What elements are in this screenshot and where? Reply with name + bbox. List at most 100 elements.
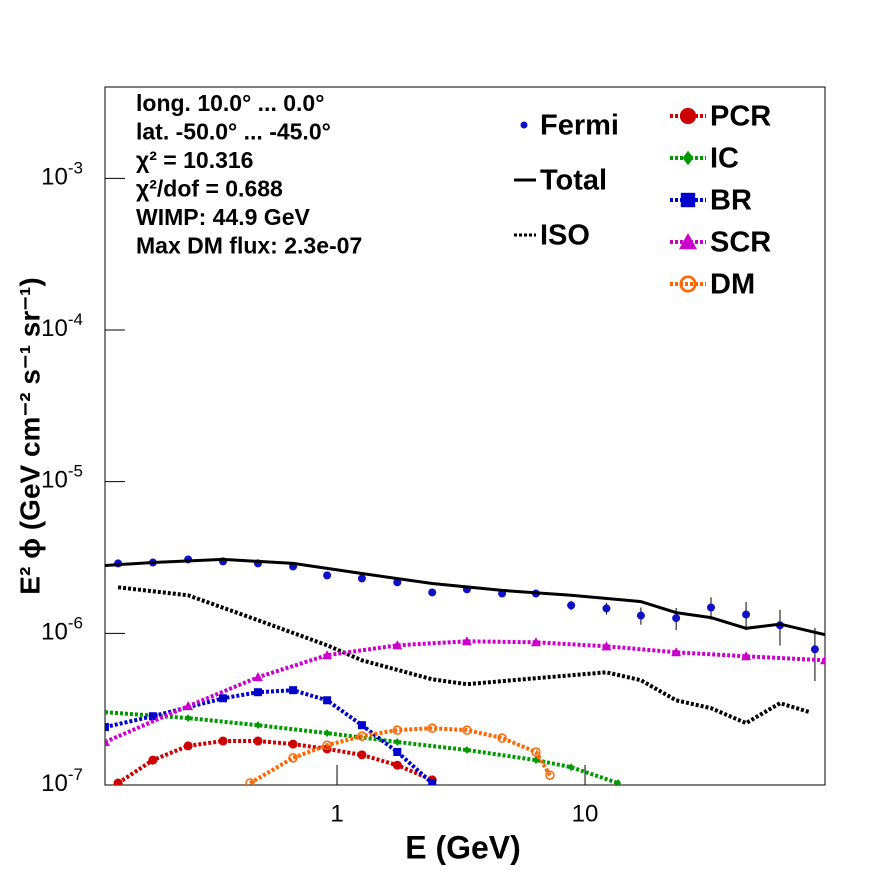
- y-tick-exponent: -3: [68, 159, 83, 178]
- data-point: [183, 741, 193, 751]
- data-point: [545, 770, 555, 780]
- y-tick-label: 10-7: [41, 765, 83, 797]
- annotation: χ²/dof = 0.688: [136, 176, 283, 202]
- x-axis-label: E (GeV): [405, 829, 521, 865]
- data-point: [393, 748, 402, 757]
- data-point: [105, 723, 109, 732]
- data-point: [497, 733, 507, 743]
- data-point: [530, 637, 541, 647]
- legend-label: ISO: [540, 220, 590, 252]
- annotation: long. 10.0° ... 0.0°: [136, 90, 324, 116]
- y-tick-base: 10: [41, 315, 68, 342]
- legend-label: DM: [710, 269, 755, 301]
- data-point: [105, 708, 108, 717]
- data-point: [148, 755, 158, 765]
- data-point: [245, 778, 255, 785]
- legend-label: PCR: [710, 101, 771, 133]
- data-point: [357, 750, 367, 760]
- annotation: lat. -50.0° ... -45.0°: [136, 119, 331, 145]
- data-point: [706, 603, 715, 612]
- y-tick-label: 10-6: [41, 614, 83, 646]
- y-tick-exponent: -7: [68, 765, 83, 784]
- legend-marker: [678, 233, 697, 250]
- data-point: [113, 778, 123, 785]
- data-point: [105, 737, 110, 747]
- data-point: [810, 645, 819, 654]
- y-tick-exponent: -6: [68, 614, 83, 633]
- data-point: [392, 640, 403, 650]
- data-point: [183, 701, 194, 711]
- data-point: [427, 723, 437, 733]
- data-point: [531, 747, 541, 757]
- data-point: [253, 688, 262, 697]
- data-point: [322, 740, 332, 750]
- data-point: [741, 651, 752, 661]
- legend-label: Total: [540, 165, 607, 197]
- data-point: [392, 760, 402, 770]
- data-point: [672, 614, 681, 623]
- data-point: [218, 736, 228, 746]
- x-tick-label: 10: [572, 800, 599, 827]
- y-tick-exponent: -5: [68, 462, 83, 481]
- data-point: [602, 604, 611, 613]
- data-point: [288, 739, 298, 749]
- data-point: [357, 721, 366, 730]
- data-point: [461, 636, 472, 646]
- data-point: [462, 725, 472, 735]
- legend-marker: [679, 275, 697, 293]
- data-point: [394, 738, 401, 747]
- data-point: [252, 672, 263, 682]
- data-point: [219, 694, 228, 703]
- data-point: [324, 729, 331, 738]
- legend-label: SCR: [710, 227, 771, 259]
- plot-area: [105, 555, 825, 785]
- series-line: [105, 639, 825, 744]
- y-tick-base: 10: [41, 619, 68, 646]
- y-tick-exponent: -4: [68, 310, 83, 329]
- data-point: [357, 731, 367, 741]
- data-point: [288, 753, 298, 763]
- data-point: [428, 588, 437, 597]
- legend-label: Fermi: [540, 110, 619, 142]
- y-tick-base: 10: [41, 770, 68, 797]
- data-point: [428, 779, 437, 785]
- legend-marker: [680, 192, 696, 208]
- annotation: χ² = 10.316: [136, 147, 253, 173]
- data-point: [253, 736, 263, 746]
- series-line: [249, 726, 552, 785]
- series-line: [105, 688, 434, 785]
- annotation: WIMP: 44.9 GeV: [136, 204, 310, 230]
- data-point: [357, 574, 366, 583]
- y-tick-label: 10-4: [41, 310, 83, 342]
- data-point: [185, 714, 192, 723]
- y-tick-base: 10: [41, 164, 68, 191]
- series-line: [117, 585, 811, 726]
- data-point: [742, 610, 751, 619]
- data-point: [568, 763, 575, 772]
- data-point: [671, 647, 682, 657]
- y-tick-label: 10-3: [41, 159, 83, 191]
- y-tick-label: 10-5: [41, 462, 83, 494]
- data-point: [322, 650, 333, 660]
- plot-frame: [104, 86, 826, 786]
- series-line: [116, 739, 433, 785]
- data-point: [323, 696, 332, 705]
- legend-marker: [520, 121, 528, 129]
- data-point: [254, 721, 261, 730]
- data-point: [567, 601, 576, 610]
- data-point: [392, 725, 403, 735]
- data-point: [289, 686, 298, 695]
- series-line: [105, 710, 619, 785]
- y-tick-base: 10: [41, 467, 68, 494]
- data-point: [636, 611, 645, 620]
- legend-label: IC: [710, 143, 739, 175]
- legend-marker: [679, 107, 697, 125]
- annotation: Max DM flux: 2.3e-07: [136, 233, 362, 259]
- data-point: [820, 655, 825, 665]
- data-point: [148, 712, 157, 721]
- legend-label: BR: [710, 185, 752, 217]
- data-point: [463, 746, 470, 755]
- data-point: [615, 779, 622, 785]
- x-tick-label: 1: [330, 800, 343, 827]
